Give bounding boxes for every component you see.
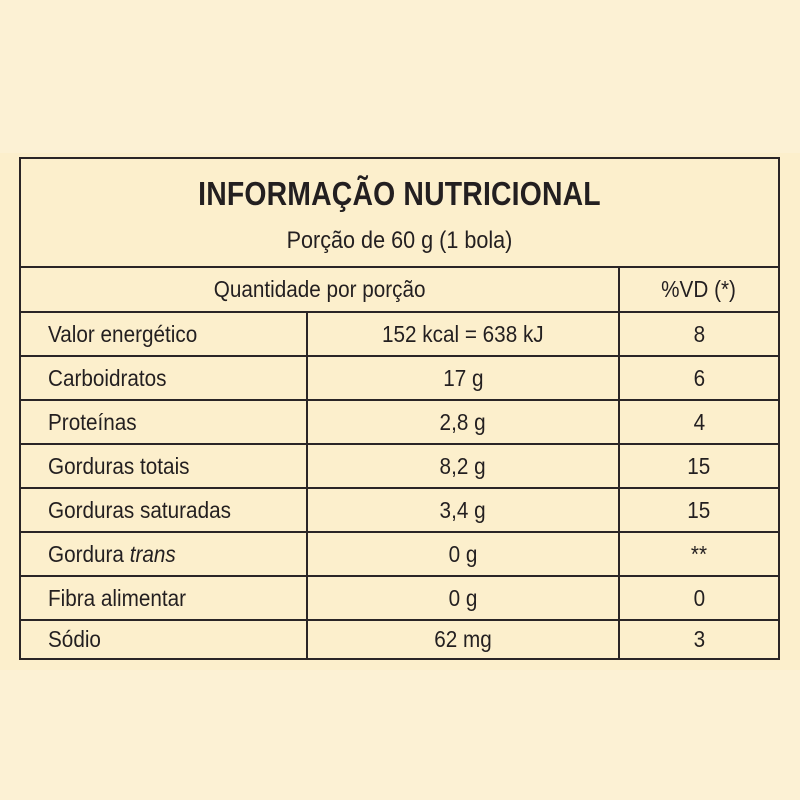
nutrient-name: Proteínas bbox=[21, 401, 308, 443]
nutrient-name: Carboidratos bbox=[21, 357, 308, 399]
table-row: Valor energético 152 kcal = 638 kJ 8 bbox=[21, 313, 778, 357]
nutrient-name: Valor energético bbox=[21, 313, 308, 355]
nutrient-amount: 2,8 g bbox=[308, 401, 620, 443]
trans-italic-label: trans bbox=[129, 540, 176, 567]
nutrient-name: Fibra alimentar bbox=[21, 577, 308, 619]
nutrient-amount: 0 g bbox=[308, 577, 620, 619]
nutrient-dv: 8 bbox=[693, 320, 705, 347]
nutrient-dv: 15 bbox=[687, 496, 711, 523]
table-title: INFORMAÇÃO NUTRICIONAL bbox=[198, 175, 601, 212]
table-row: Carboidratos 17 g 6 bbox=[21, 357, 778, 401]
quantity-column-header: Quantidade por porção bbox=[21, 268, 620, 311]
table-row: Gordura trans 0 g ** bbox=[21, 533, 778, 577]
nutrient-amount: 0 g bbox=[308, 533, 620, 575]
nutrient-dv: 3 bbox=[693, 626, 705, 652]
nutrient-name: Gorduras saturadas bbox=[21, 489, 308, 531]
table-row: Gorduras saturadas 3,4 g 15 bbox=[21, 489, 778, 533]
nutrient-amount: 17 g bbox=[308, 357, 620, 399]
table-row: Gorduras totais 8,2 g 15 bbox=[21, 445, 778, 489]
nutrient-dv: 4 bbox=[693, 408, 705, 435]
nutrient-name: Gordura trans bbox=[21, 533, 308, 575]
nutrient-dv: ** bbox=[690, 540, 708, 567]
label-background-band bbox=[0, 153, 800, 670]
nutrient-amount: 3,4 g bbox=[308, 489, 620, 531]
nutrient-amount: 62 mg bbox=[308, 621, 620, 658]
nutrient-name: Gorduras totais bbox=[21, 445, 308, 487]
nutrient-amount: 8,2 g bbox=[308, 445, 620, 487]
nutrient-dv: 6 bbox=[693, 364, 705, 391]
nutrient-name: Sódio bbox=[21, 621, 308, 658]
table-row: Fibra alimentar 0 g 0 bbox=[21, 577, 778, 621]
table-header: INFORMAÇÃO NUTRICIONAL Porção de 60 g (1… bbox=[21, 159, 778, 268]
serving-size: Porção de 60 g (1 bola) bbox=[286, 227, 513, 254]
nutrient-dv: 15 bbox=[687, 452, 711, 479]
dv-column-header: %VD (*) bbox=[661, 276, 737, 302]
table-row: Proteínas 2,8 g 4 bbox=[21, 401, 778, 445]
nutrient-dv: 0 bbox=[693, 584, 705, 611]
nutrition-facts-table: INFORMAÇÃO NUTRICIONAL Porção de 60 g (1… bbox=[19, 157, 780, 660]
table-row: Sódio 62 mg 3 bbox=[21, 621, 778, 658]
column-header-row: Quantidade por porção %VD (*) bbox=[21, 268, 778, 313]
nutrient-amount: 152 kcal = 638 kJ bbox=[308, 313, 620, 355]
